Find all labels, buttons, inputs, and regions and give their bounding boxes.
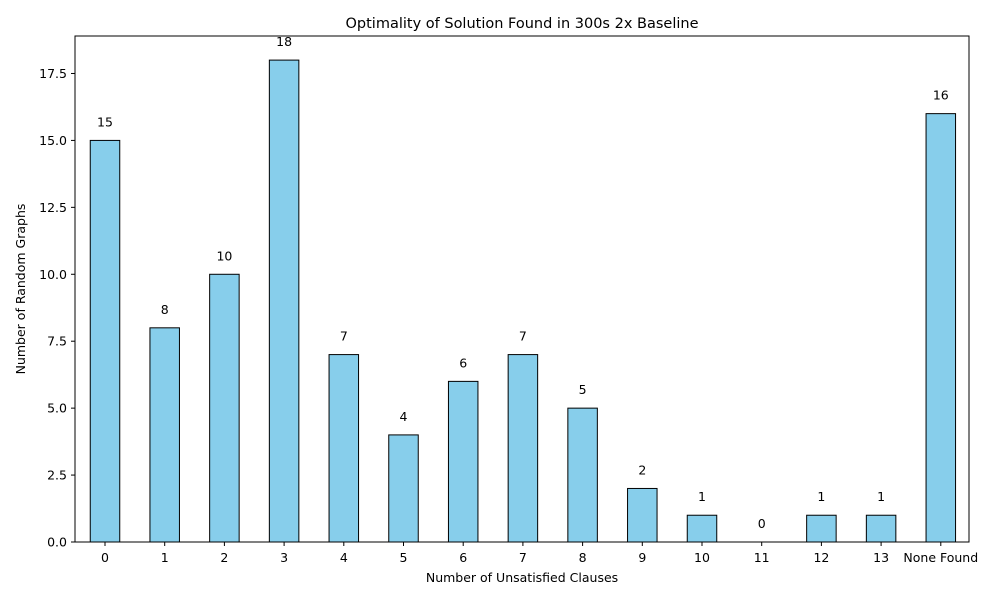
data-label-9: 2 xyxy=(638,462,646,477)
data-label-13: 1 xyxy=(877,489,885,504)
y-tick-label-6: 15.0 xyxy=(39,133,67,148)
bar-5 xyxy=(388,434,419,543)
x-tick-label-14: None Found xyxy=(903,550,978,565)
bar-12 xyxy=(806,514,837,543)
chart-title: Optimality of Solution Found in 300s 2x … xyxy=(346,16,699,32)
y-tick-label-0: 0.0 xyxy=(47,535,67,550)
plot-frame xyxy=(74,35,970,543)
bar-9 xyxy=(627,487,658,543)
data-label-5: 4 xyxy=(400,409,408,424)
x-tick-label-12: 12 xyxy=(813,550,829,565)
data-label-7: 7 xyxy=(519,329,527,344)
bar-1 xyxy=(149,327,180,543)
data-label-6: 6 xyxy=(459,355,467,370)
x-tick-label-1: 1 xyxy=(161,550,169,565)
y-tick-label-7: 17.5 xyxy=(39,66,67,81)
y-tick-label-3: 7.5 xyxy=(47,334,67,349)
x-tick-label-7: 7 xyxy=(519,550,527,565)
bar-6 xyxy=(447,380,479,543)
y-tick-label-1: 2.5 xyxy=(47,468,67,483)
bar-0 xyxy=(89,139,121,543)
y-tick-label-4: 10.0 xyxy=(39,267,67,282)
x-tick-label-3: 3 xyxy=(280,550,288,565)
data-label-3: 18 xyxy=(276,34,292,49)
y-tick-label-5: 12.5 xyxy=(39,200,67,215)
data-label-12: 1 xyxy=(817,489,825,504)
bar-8 xyxy=(567,407,598,543)
y-tick-label-2: 5.0 xyxy=(47,401,67,416)
data-label-10: 1 xyxy=(698,489,706,504)
data-label-14: 16 xyxy=(933,88,949,103)
bar-14 xyxy=(925,113,957,543)
x-tick-label-4: 4 xyxy=(340,550,348,565)
x-tick-label-9: 9 xyxy=(638,550,646,565)
data-label-2: 10 xyxy=(216,248,232,263)
data-label-8: 5 xyxy=(579,382,587,397)
x-tick-label-11: 11 xyxy=(754,550,770,565)
x-tick-label-10: 10 xyxy=(694,550,710,565)
x-tick-label-2: 2 xyxy=(220,550,228,565)
x-axis-label: Number of Unsatisfied Clauses xyxy=(426,570,618,585)
x-tick-label-13: 13 xyxy=(873,550,889,565)
data-label-11: 0 xyxy=(758,516,766,531)
x-axis-ticks: 0 1 2 3 4 5 6 7 8 9 10 11 12 13 None Found xyxy=(101,542,978,565)
x-tick-label-8: 8 xyxy=(579,550,587,565)
bar-3 xyxy=(268,59,300,543)
bar-7 xyxy=(507,354,539,543)
y-axis-label: Number of Random Graphs xyxy=(13,204,28,375)
y-axis-ticks: 0.0 2.5 5.0 7.5 10.0 12.5 15.0 17.5 xyxy=(39,66,75,550)
bar-13 xyxy=(865,514,897,543)
bar-2 xyxy=(209,273,240,543)
bar-10 xyxy=(686,514,718,543)
bars-group xyxy=(89,59,957,543)
x-tick-label-6: 6 xyxy=(459,550,467,565)
data-label-0: 15 xyxy=(97,114,113,129)
x-tick-label-5: 5 xyxy=(400,550,408,565)
bar-4 xyxy=(328,354,360,543)
data-label-1: 8 xyxy=(161,302,169,317)
data-label-4: 7 xyxy=(340,329,348,344)
x-tick-label-0: 0 xyxy=(101,550,109,565)
